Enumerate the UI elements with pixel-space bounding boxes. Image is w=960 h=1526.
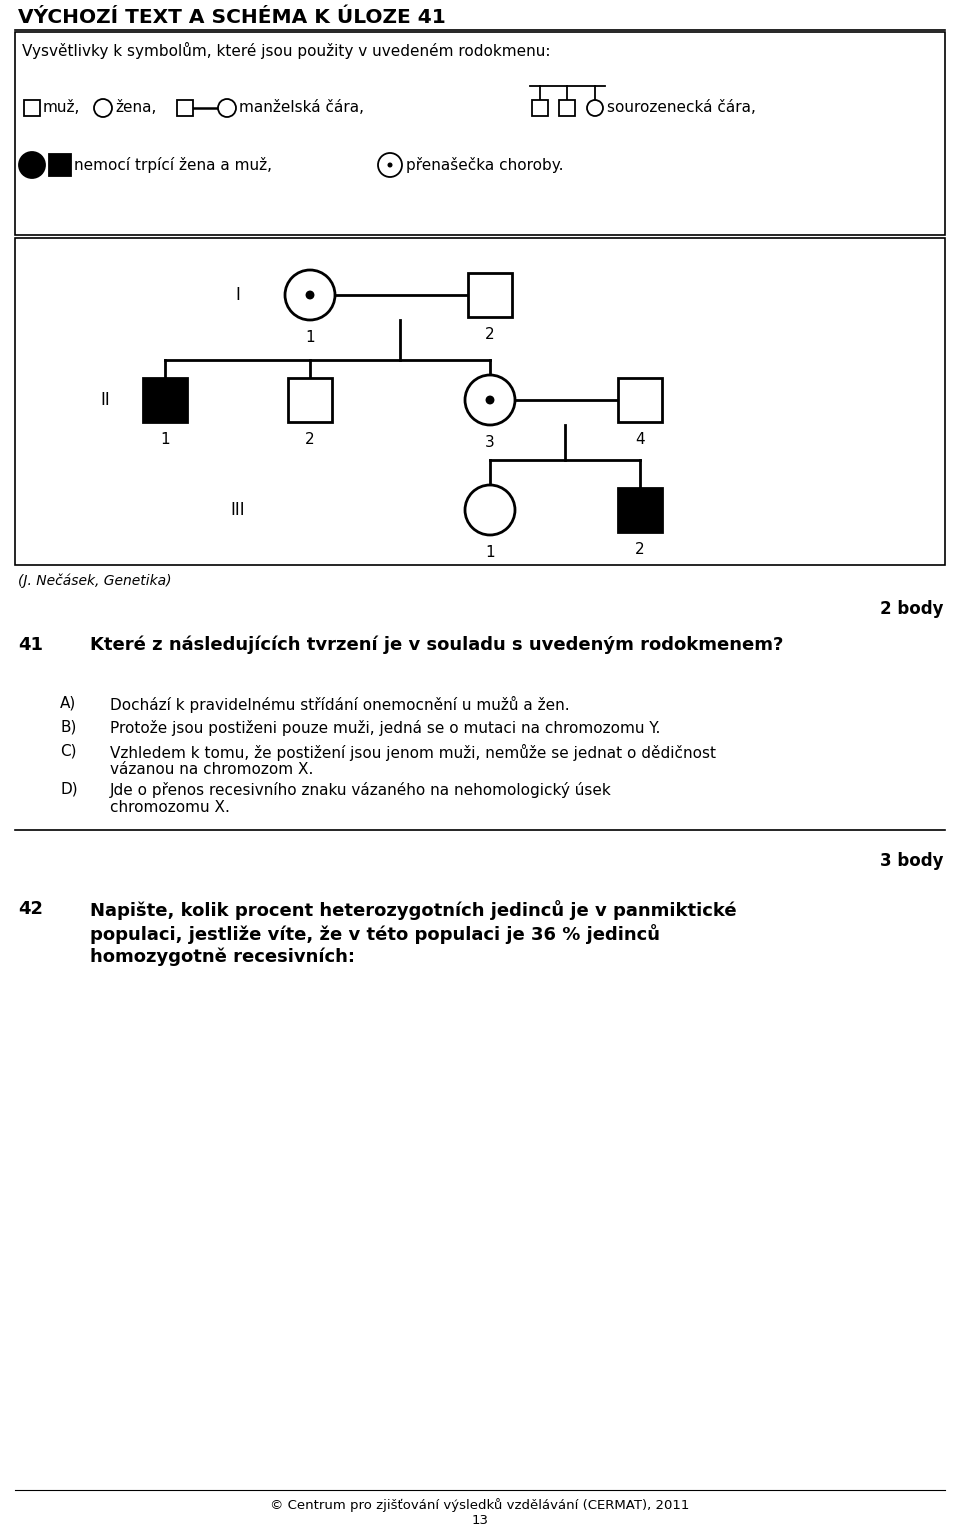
- Text: III: III: [230, 501, 245, 519]
- Text: 42: 42: [18, 900, 43, 919]
- Text: homozygotně recesivních:: homozygotně recesivních:: [90, 948, 355, 966]
- Text: 4: 4: [636, 432, 645, 447]
- Circle shape: [465, 485, 515, 536]
- Text: Jde o přenos recesivního znaku vázaného na nehomologický úsek: Jde o přenos recesivního znaku vázaného …: [110, 781, 612, 798]
- Text: VÝCHOZÍ TEXT A SCHÉMA K ÚLOZE 41: VÝCHOZÍ TEXT A SCHÉMA K ÚLOZE 41: [18, 8, 445, 27]
- Bar: [618, 378, 662, 423]
- Bar: [49, 154, 71, 175]
- Circle shape: [94, 99, 112, 118]
- Text: 1: 1: [485, 545, 494, 560]
- Circle shape: [587, 101, 603, 116]
- Text: žena,: žena,: [115, 101, 156, 116]
- Text: I: I: [235, 285, 240, 304]
- Circle shape: [378, 153, 402, 177]
- Bar: [24, 101, 40, 116]
- Text: 41: 41: [18, 636, 43, 655]
- Circle shape: [218, 99, 236, 118]
- Text: 3: 3: [485, 435, 494, 450]
- Circle shape: [19, 153, 45, 179]
- Text: 2: 2: [305, 432, 315, 447]
- Text: 1: 1: [160, 432, 170, 447]
- Circle shape: [487, 397, 493, 404]
- Text: přenašečka choroby.: přenašečka choroby.: [406, 157, 564, 172]
- Text: manželská čára,: manželská čára,: [239, 101, 364, 116]
- Text: Vzhledem k tomu, že postižení jsou jenom muži, nemůže se jednat o dědičnost: Vzhledem k tomu, že postižení jsou jenom…: [110, 745, 716, 761]
- Text: Napište, kolik procent heterozygotních jedinců je v panmiktické: Napište, kolik procent heterozygotních j…: [90, 900, 736, 920]
- Text: sourozenecká čára,: sourozenecká čára,: [607, 101, 756, 116]
- Bar: [532, 101, 548, 116]
- Circle shape: [388, 163, 392, 166]
- Text: (J. Nečásek, Genetika): (J. Nečásek, Genetika): [18, 574, 172, 589]
- Text: Vysvětlivky k symbolům, které jsou použity v uvedeném rodokmenu:: Vysvětlivky k symbolům, které jsou použi…: [22, 43, 550, 60]
- Circle shape: [285, 270, 335, 320]
- Bar: [15, 32, 945, 235]
- Bar: [618, 488, 662, 533]
- Text: A): A): [60, 696, 76, 711]
- Bar: [143, 378, 187, 423]
- Text: 3 body: 3 body: [879, 852, 943, 870]
- Bar: [468, 273, 512, 317]
- Text: Které z následujících tvrzení je v souladu s uvedeným rodokmenem?: Které z následujících tvrzení je v soula…: [90, 636, 783, 655]
- Text: Dochází k pravidelnému střídání onemocnění u mužů a žen.: Dochází k pravidelnému střídání onemocně…: [110, 696, 569, 713]
- Text: Protože jsou postiženi pouze muži, jedná se o mutaci na chromozomu Y.: Protože jsou postiženi pouze muži, jedná…: [110, 720, 660, 736]
- Text: nemocí trpící žena a muž,: nemocí trpící žena a muž,: [74, 157, 272, 172]
- Text: chromozomu X.: chromozomu X.: [110, 800, 229, 815]
- Circle shape: [465, 375, 515, 426]
- Bar: [559, 101, 575, 116]
- Text: muž,: muž,: [43, 101, 81, 116]
- Bar: [288, 378, 332, 423]
- Text: © Centrum pro zjišťování výsledků vzdělávání (CERMAT), 2011: © Centrum pro zjišťování výsledků vzdělá…: [271, 1499, 689, 1512]
- Text: II: II: [100, 391, 109, 409]
- Text: 2 body: 2 body: [879, 600, 943, 618]
- Text: D): D): [60, 781, 78, 797]
- Text: 2: 2: [636, 542, 645, 557]
- Text: B): B): [60, 720, 77, 736]
- Bar: [15, 238, 945, 565]
- Text: 1: 1: [305, 330, 315, 345]
- Text: vázanou na chromozom X.: vázanou na chromozom X.: [110, 761, 313, 777]
- Text: 13: 13: [471, 1514, 489, 1526]
- Text: populaci, jestliže víte, že v této populaci je 36 % jedinců: populaci, jestliže víte, že v této popul…: [90, 925, 660, 945]
- Text: 2: 2: [485, 327, 494, 342]
- Bar: [177, 101, 193, 116]
- Circle shape: [306, 291, 314, 299]
- Text: C): C): [60, 745, 77, 758]
